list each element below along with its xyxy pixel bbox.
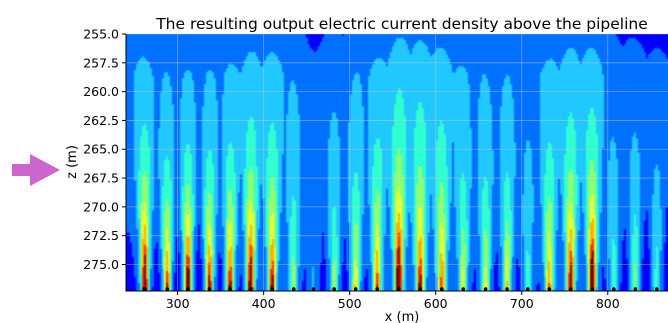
source-point	[439, 287, 444, 291]
x-tick-label: 800	[596, 296, 620, 311]
source-point	[461, 287, 466, 291]
source-point	[165, 287, 170, 291]
source-point	[207, 287, 212, 291]
heatmap-field	[126, 34, 668, 291]
plot-area	[125, 33, 668, 292]
y-tick-label: 272.5	[83, 228, 119, 243]
source-point	[270, 287, 275, 291]
source-point	[590, 287, 595, 291]
chart-title: The resulting output electric current de…	[155, 15, 648, 33]
x-tick-label: 500	[338, 296, 362, 311]
x-tick-label: 700	[510, 296, 534, 311]
source-point	[655, 287, 659, 291]
x-tick-label: 300	[166, 296, 190, 311]
x-axis-label: x (m)	[385, 310, 420, 323]
source-point	[311, 287, 316, 291]
source-point	[396, 287, 401, 291]
source-point	[612, 287, 616, 291]
source-point	[248, 287, 253, 291]
y-tick-label: 275.0	[83, 257, 119, 272]
right-arrow-icon	[12, 154, 60, 186]
source-point	[332, 287, 336, 291]
source-point	[505, 287, 509, 291]
y-tick-label: 260.0	[83, 84, 119, 99]
x-tick-label: 400	[252, 296, 276, 311]
axis-spines	[125, 34, 668, 292]
y-tick-label: 265.0	[83, 142, 119, 157]
source-point	[525, 287, 530, 291]
x-tick-label: 600	[424, 296, 448, 311]
source-point	[353, 287, 358, 291]
source-point	[186, 287, 190, 291]
y-tick-label: 270.0	[83, 199, 119, 214]
y-tick-label: 257.5	[83, 55, 119, 70]
source-point	[633, 287, 638, 291]
source-point	[228, 287, 232, 291]
y-tick-label: 267.5	[83, 171, 119, 186]
source-point	[568, 287, 573, 291]
y-axis: 255.0 257.5 260.0 262.5 265.0 267.5 270.0 272.5…	[83, 27, 126, 272]
source-point	[418, 287, 423, 291]
y-tick-label: 262.5	[83, 113, 119, 128]
y-tick-label: 255.0	[83, 27, 119, 42]
source-point	[143, 287, 147, 291]
source-point	[291, 287, 296, 291]
x-axis: 300 400 500 600 700 800	[166, 291, 620, 311]
y-axis-label: z (m)	[65, 145, 80, 179]
source-point	[375, 287, 380, 291]
source-point	[483, 287, 488, 291]
source-point	[547, 287, 552, 291]
